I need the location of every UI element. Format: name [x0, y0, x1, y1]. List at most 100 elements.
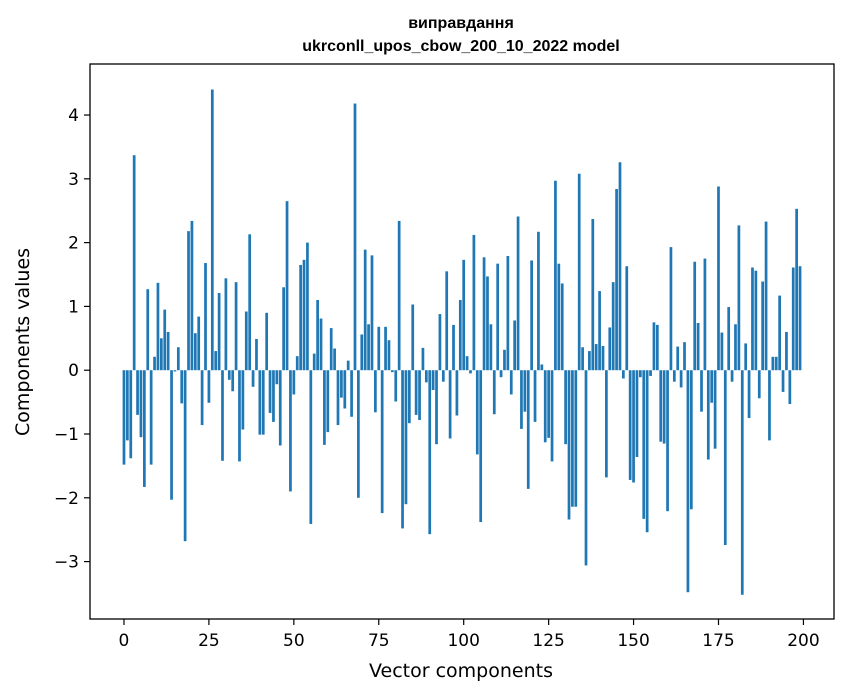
bar	[272, 370, 275, 422]
bar	[791, 267, 795, 371]
bar	[176, 347, 180, 371]
x-tick-label: 25	[198, 631, 220, 651]
bar	[683, 342, 686, 371]
bar	[268, 370, 272, 413]
bar	[479, 370, 483, 523]
bar	[520, 370, 523, 429]
bar	[143, 370, 146, 487]
bar	[503, 349, 506, 371]
bar	[227, 370, 231, 380]
bar	[543, 370, 547, 443]
y-tick-label: 2	[68, 234, 79, 254]
bar	[265, 312, 269, 371]
bar	[785, 331, 788, 371]
bar	[458, 300, 462, 371]
bar	[244, 311, 248, 371]
bar	[526, 370, 530, 489]
bar	[601, 345, 605, 371]
bar	[173, 370, 177, 372]
bar	[588, 351, 591, 371]
bar	[744, 343, 748, 371]
bar	[204, 263, 207, 371]
bar	[224, 278, 228, 371]
bar	[370, 255, 374, 371]
bar	[710, 370, 714, 403]
bar	[309, 370, 313, 524]
y-tick-label: −3	[54, 553, 79, 573]
y-tick-label: 4	[68, 106, 79, 126]
bar	[778, 295, 781, 371]
bar	[737, 225, 741, 371]
x-tick-label: 175	[702, 631, 734, 651]
bar	[363, 249, 367, 371]
bar	[183, 370, 187, 542]
bar	[404, 370, 408, 505]
bar	[492, 370, 496, 415]
bar	[540, 364, 544, 371]
bar	[509, 370, 513, 395]
bar	[462, 259, 466, 371]
bar	[774, 356, 778, 371]
bar	[156, 282, 160, 371]
bar	[343, 370, 347, 409]
bar	[632, 370, 635, 483]
bar	[126, 370, 129, 441]
bar	[299, 264, 302, 371]
bar	[302, 259, 306, 371]
bar	[605, 370, 608, 478]
bar	[292, 370, 296, 395]
x-tick-label: 100	[447, 631, 479, 651]
bar	[672, 370, 676, 382]
y-tick-label: 1	[68, 297, 79, 317]
bar	[132, 155, 136, 371]
bar	[560, 283, 564, 371]
bar	[261, 370, 265, 435]
bar	[428, 370, 432, 535]
x-axis: 0 25 50 75 100 125 150 175 200	[119, 619, 820, 651]
bar	[387, 340, 391, 371]
bar	[584, 370, 588, 566]
bar	[564, 370, 567, 445]
bar	[577, 173, 581, 371]
bar	[455, 370, 459, 416]
x-axis-label: Vector components	[369, 660, 553, 682]
bar	[757, 370, 761, 399]
bar	[554, 180, 557, 371]
x-tick-label: 200	[787, 631, 819, 651]
plot-area	[122, 89, 802, 595]
x-tick-label: 150	[617, 631, 649, 651]
bar	[475, 370, 479, 455]
bar	[679, 370, 683, 388]
bar	[516, 216, 520, 371]
y-tick-label: −1	[54, 425, 79, 445]
bar	[751, 267, 754, 371]
bar	[282, 287, 285, 371]
bar	[547, 370, 550, 438]
bar	[163, 309, 167, 371]
bar	[248, 234, 252, 371]
bar	[295, 356, 299, 371]
bar	[496, 263, 500, 371]
bar	[139, 370, 143, 438]
bar	[159, 338, 163, 371]
bar	[693, 261, 697, 371]
bar	[652, 322, 656, 371]
bar	[611, 282, 615, 371]
bar	[231, 370, 235, 392]
bar	[170, 370, 173, 500]
bar	[662, 370, 666, 444]
bar	[645, 370, 649, 533]
bar	[628, 370, 632, 480]
bar	[340, 370, 343, 398]
bar	[571, 370, 574, 507]
bar	[149, 370, 153, 465]
bar	[533, 370, 537, 422]
bar	[781, 370, 785, 392]
chart-title-line-2: ukrconll_upos_cbow_200_10_2022 model	[302, 38, 619, 55]
bar	[747, 370, 751, 419]
bar	[187, 231, 190, 371]
bar	[486, 276, 489, 371]
bar	[312, 353, 316, 371]
x-tick-label: 0	[119, 631, 130, 651]
